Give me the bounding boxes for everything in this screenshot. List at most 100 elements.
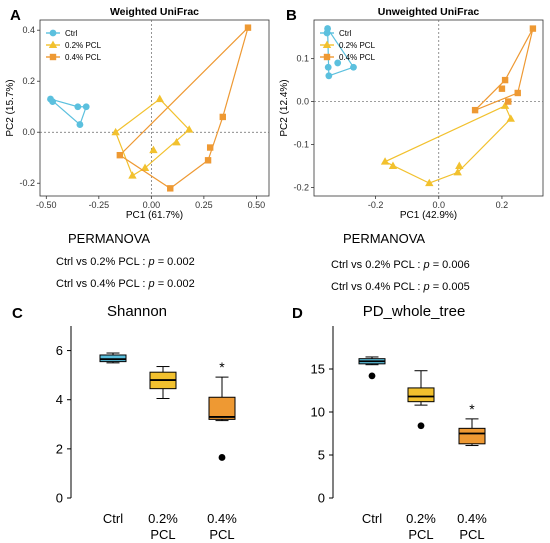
legend-marker xyxy=(323,29,331,37)
y-tick-label: -0.2 xyxy=(293,182,309,192)
x-axis-label: PC1 (42.9%) xyxy=(400,210,457,221)
stats-p-value: = 0.002 xyxy=(155,256,195,268)
x-category-label: 0.4% xyxy=(457,511,487,526)
stats-p-value: = 0.002 xyxy=(155,278,195,290)
stats-line: Ctrl vs 0.4% PCL : p = 0.005 xyxy=(331,281,470,293)
x-tick-label: -0.50 xyxy=(36,200,57,210)
stats-line: Ctrl vs 0.2% PCL : p = 0.002 xyxy=(56,256,195,268)
x-category-label: PCL xyxy=(150,527,175,542)
y-tick-label: 6 xyxy=(56,343,63,358)
box xyxy=(458,427,486,445)
stats-title: PERMANOVA xyxy=(68,231,150,246)
data-point xyxy=(111,127,120,136)
group-hull xyxy=(50,98,88,126)
stats-p-label: p xyxy=(423,259,430,271)
stats-p-label: p xyxy=(148,278,155,290)
x-tick-label: -0.2 xyxy=(368,200,384,210)
data-point xyxy=(425,178,434,187)
data-point xyxy=(206,144,214,151)
legend-marker xyxy=(49,29,57,37)
chart-title: Weighted UniFrac xyxy=(110,6,199,18)
stats-line: Ctrl vs 0.4% PCL : p = 0.002 xyxy=(56,278,195,290)
outlier-point xyxy=(368,372,376,380)
data-point xyxy=(172,138,181,146)
significance-mark: * xyxy=(219,359,225,375)
legend-entry: 0.4% PCL xyxy=(65,53,102,62)
box xyxy=(208,396,236,420)
stats-p-value: = 0.006 xyxy=(430,259,470,271)
y-tick-label: 0.0 xyxy=(22,127,35,137)
legend-entry: 0.2% PCL xyxy=(65,41,102,50)
data-point xyxy=(204,157,212,164)
data-point xyxy=(498,85,506,92)
x-category-label: 0.4% xyxy=(207,511,237,526)
panel-letter: A xyxy=(10,7,21,24)
data-point xyxy=(149,145,158,154)
legend-entry: 0.2% PCL xyxy=(339,41,376,50)
group-hull xyxy=(326,26,355,77)
outlier-point xyxy=(417,422,425,430)
panel-letter: B xyxy=(286,7,297,24)
y-tick-label: -0.2 xyxy=(19,178,35,188)
x-category-label: 0.2% xyxy=(148,511,178,526)
y-tick-label: 2 xyxy=(56,441,63,456)
data-point xyxy=(501,76,509,84)
x-category-label: Ctrl xyxy=(103,511,123,526)
data-point xyxy=(506,114,515,122)
outlier-point xyxy=(218,454,226,461)
box xyxy=(407,387,435,403)
x-category-label: PCL xyxy=(459,527,484,542)
stats-p-label: p xyxy=(423,281,430,293)
legend-entry: Ctrl xyxy=(339,29,352,38)
x-category-label: 0.2% xyxy=(406,511,436,526)
significance-mark: * xyxy=(469,401,475,417)
y-tick-label: 0.1 xyxy=(296,54,309,64)
group-hull xyxy=(383,105,512,184)
plot-frame xyxy=(39,19,270,197)
legend-marker xyxy=(322,40,332,48)
data-point xyxy=(219,113,226,121)
y-axis-label: PC2 (15.7%) xyxy=(5,79,16,136)
data-point xyxy=(76,121,84,128)
legend-marker xyxy=(323,53,331,61)
x-category-label: PCL xyxy=(408,527,433,542)
stats-line: Ctrl vs 0.2% PCL : p = 0.006 xyxy=(331,259,470,271)
data-point xyxy=(184,125,194,133)
data-point xyxy=(529,25,537,32)
data-point xyxy=(350,63,357,71)
stats-p-value: = 0.005 xyxy=(430,281,470,293)
stats-p-label: p xyxy=(148,256,155,268)
x-tick-label: 0.50 xyxy=(248,200,266,210)
data-point xyxy=(74,103,82,111)
data-point xyxy=(471,106,479,114)
data-point xyxy=(244,24,252,31)
data-point xyxy=(116,151,124,159)
x-category-label: PCL xyxy=(209,527,234,542)
legend-marker xyxy=(49,53,57,61)
data-point xyxy=(324,63,332,71)
stats-title: PERMANOVA xyxy=(343,231,425,246)
data-point xyxy=(128,171,137,179)
y-tick-label: 5 xyxy=(318,448,325,463)
chart-title: Unweighted UniFrac xyxy=(378,6,480,18)
chart-title: PD_whole_tree xyxy=(363,303,466,320)
group-hull xyxy=(474,28,534,111)
data-point xyxy=(505,98,512,105)
data-point xyxy=(453,167,462,176)
data-point xyxy=(388,161,398,169)
data-point xyxy=(155,94,164,103)
y-axis-label: PC2 (12.4%) xyxy=(279,79,290,136)
y-tick-label: 15 xyxy=(311,362,325,377)
x-category-label: Ctrl xyxy=(362,511,382,526)
data-point xyxy=(325,72,333,80)
y-tick-label: 4 xyxy=(56,392,63,407)
stats-comparison: Ctrl vs 0.2% PCL : xyxy=(56,256,149,268)
y-tick-label: 10 xyxy=(311,405,325,420)
data-point xyxy=(500,101,510,109)
x-tick-label: 0.25 xyxy=(195,200,213,210)
data-point xyxy=(334,59,342,67)
y-tick-label: 0 xyxy=(318,491,325,506)
x-tick-label: 0.0 xyxy=(433,200,446,210)
x-tick-label: 0.2 xyxy=(496,200,509,210)
